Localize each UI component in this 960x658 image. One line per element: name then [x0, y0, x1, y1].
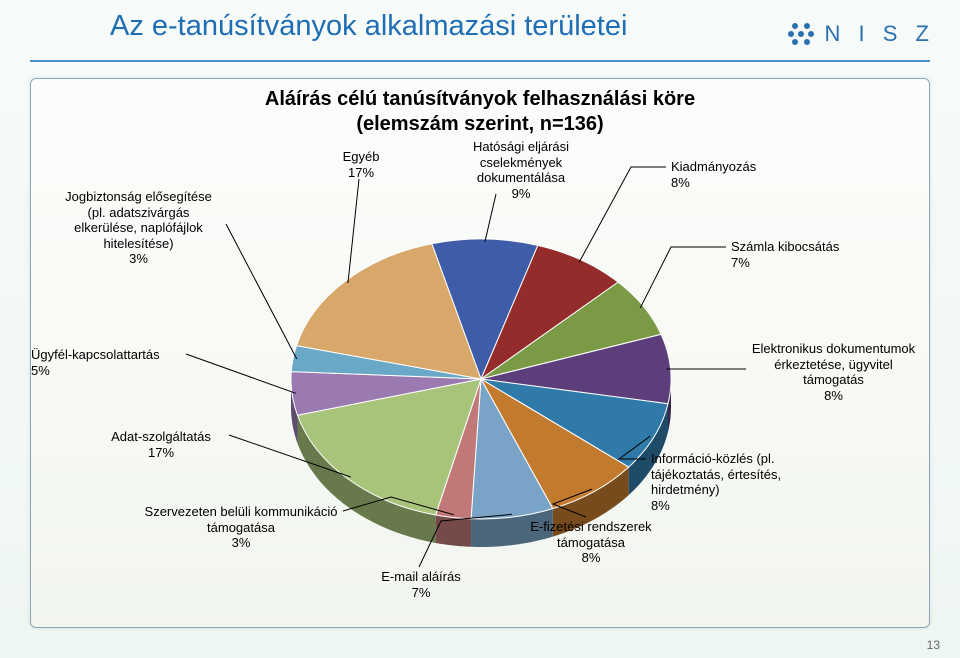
slice-label: Szervezeten belüli kommunikáció támogatá… [141, 504, 341, 551]
nisz-logo: N I S Z [787, 20, 935, 48]
slice-label: Egyéb17% [326, 149, 396, 180]
slice-label: Információ-közlés (pl. tájékoztatás, ért… [651, 451, 831, 513]
slice-label: Hatósági eljárási cselekmények dokumentá… [451, 139, 591, 201]
slice-label: Ügyfél-kapcsolattartás5% [31, 347, 181, 378]
slice-label: E-mail aláírás7% [366, 569, 476, 600]
slice-label: Számla kibocsátás7% [731, 239, 861, 270]
slice-label: Adat-szolgáltatás17% [96, 429, 226, 460]
page-number: 13 [927, 638, 940, 652]
logo-icon [787, 20, 815, 48]
chart-container: Aláírás célú tanúsítványok felhasználási… [30, 78, 930, 628]
slice-label: Kiadmányozás8% [671, 159, 791, 190]
slide-title: Az e-tanúsítványok alkalmazási területei [110, 10, 627, 43]
slide: Az e-tanúsítványok alkalmazási területei… [0, 0, 960, 658]
header-rule [30, 60, 930, 62]
header: Az e-tanúsítványok alkalmazási területei… [0, 0, 960, 72]
slice-label: Elektronikus dokumentumok érkeztetése, ü… [751, 341, 916, 403]
slice-label: E-fizetési rendszerek támogatása8% [516, 519, 666, 566]
slice-label: Jogbiztonság elősegítése (pl. adatszivár… [56, 189, 221, 267]
logo-text: N I S Z [825, 21, 935, 47]
